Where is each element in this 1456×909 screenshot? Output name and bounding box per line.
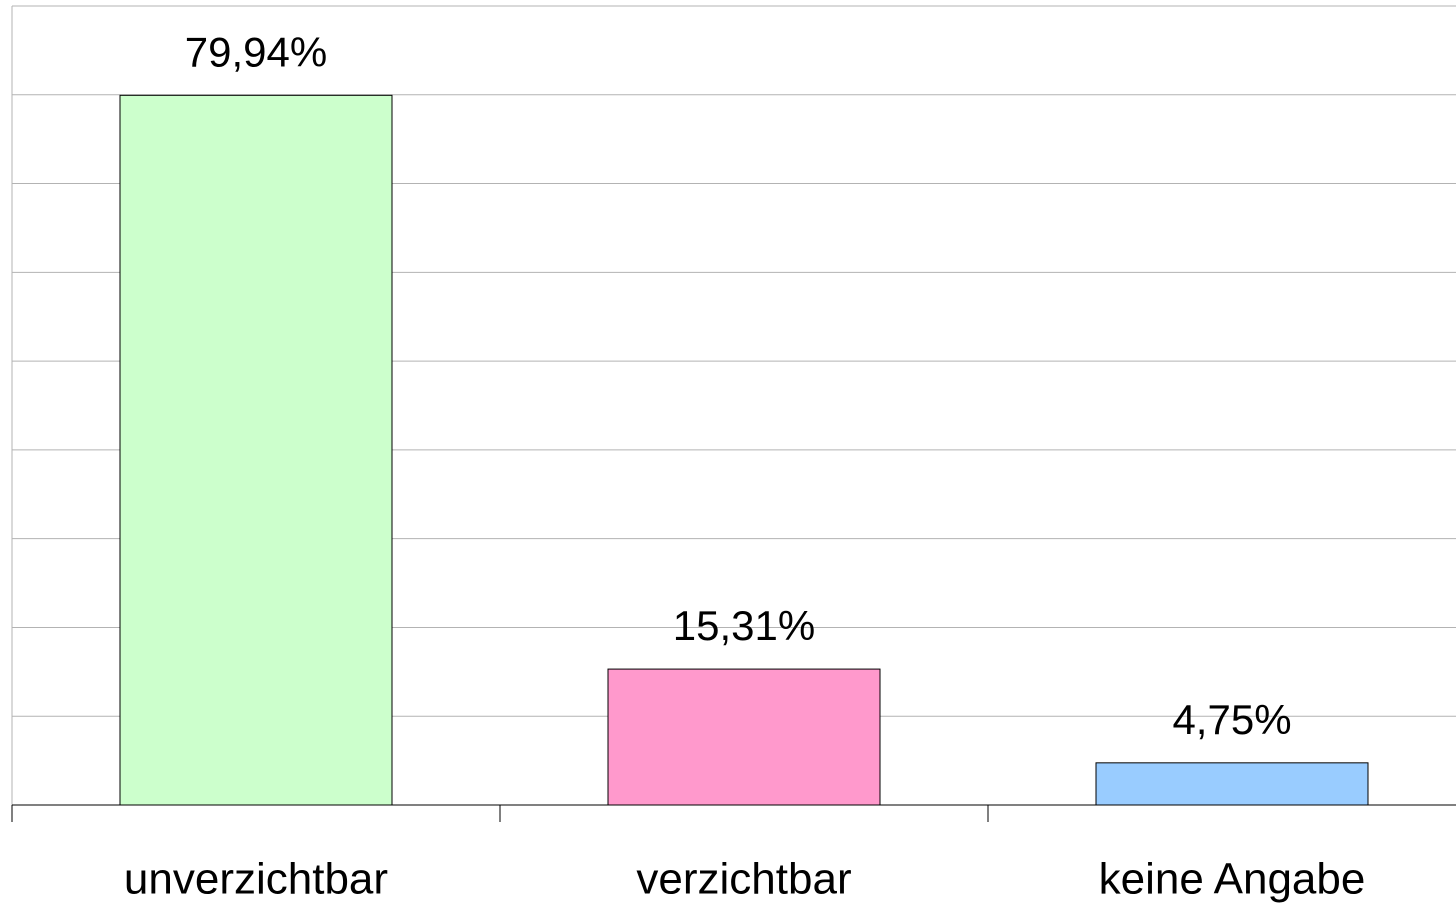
x-tick-label: keine Angabe xyxy=(1099,855,1366,904)
bar xyxy=(1095,762,1369,806)
value-label: 79,94% xyxy=(185,28,327,75)
bar xyxy=(119,94,393,806)
bar xyxy=(607,668,881,806)
value-label: 15,31% xyxy=(673,602,815,649)
x-tick-label: verzichtbar xyxy=(636,855,851,904)
value-label: 4,75% xyxy=(1172,696,1291,743)
x-tick-label: unverzichtbar xyxy=(124,855,388,904)
